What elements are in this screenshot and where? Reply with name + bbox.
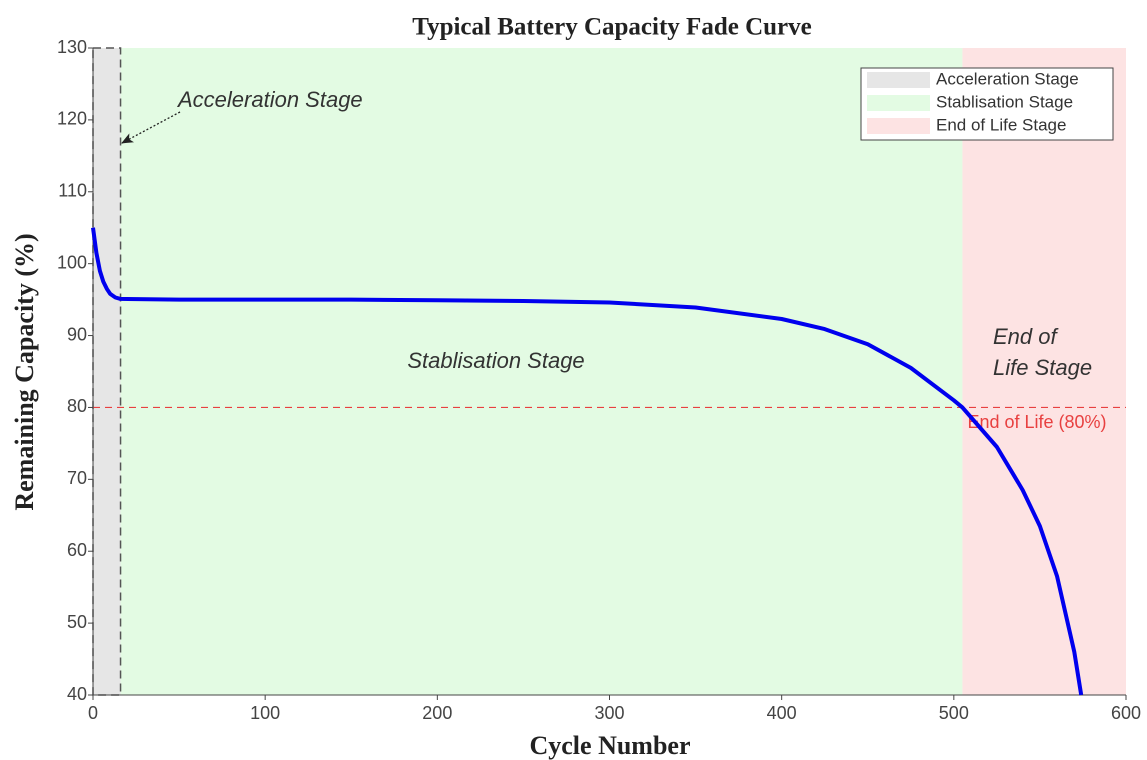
threshold-label: End of Life (80%)	[967, 412, 1106, 432]
legend-label: Acceleration Stage	[936, 69, 1079, 88]
y-tick-label: 100	[57, 252, 87, 272]
y-tick-label: 120	[57, 109, 87, 129]
legend: Acceleration Stage Stablisation Stage End …	[860, 67, 1114, 141]
stage-border	[92, 47, 122, 696]
legend-swatch	[867, 72, 930, 88]
y-tick-label: 90	[67, 324, 87, 344]
stage-region	[962, 48, 1126, 695]
annotation-arrow	[121, 111, 181, 144]
x-axis-title: Cycle Number	[529, 731, 690, 760]
x-tick-label: 100	[250, 703, 280, 723]
x-tick-label: 0	[88, 703, 98, 723]
y-tick-label: 60	[67, 540, 87, 560]
chart-title: Typical Battery Capacity Fade Curve	[412, 14, 811, 41]
y-tick-label: 110	[58, 181, 87, 201]
annotation: Stablisation Stage	[407, 348, 584, 373]
x-tick-label: 600	[1111, 703, 1141, 723]
legend-label: Stablisation Stage	[936, 92, 1073, 111]
capacity-line	[91, 227, 1084, 696]
y-axis-title: Remaining Capacity (%)	[10, 233, 39, 510]
x-tick-label: 300	[594, 703, 624, 723]
y-tick-label: 50	[67, 612, 87, 632]
y-tick-label: 80	[67, 396, 87, 416]
y-tick-label: 130	[57, 37, 87, 57]
y-tick-label: 70	[67, 468, 87, 488]
annotation: End of	[993, 324, 1059, 349]
x-tick-label: 200	[422, 703, 452, 723]
y-tick-label: 40	[67, 684, 87, 704]
legend-label: End of Life Stage	[936, 115, 1066, 134]
annotation: Life Stage	[993, 355, 1092, 380]
legend-swatch	[867, 95, 930, 111]
stage-region	[93, 48, 121, 695]
legend-swatch	[867, 118, 930, 134]
annotation: Acceleration Stage	[176, 87, 363, 112]
stage-region	[120, 48, 963, 695]
x-tick-label: 400	[767, 703, 797, 723]
x-tick-label: 500	[939, 703, 969, 723]
